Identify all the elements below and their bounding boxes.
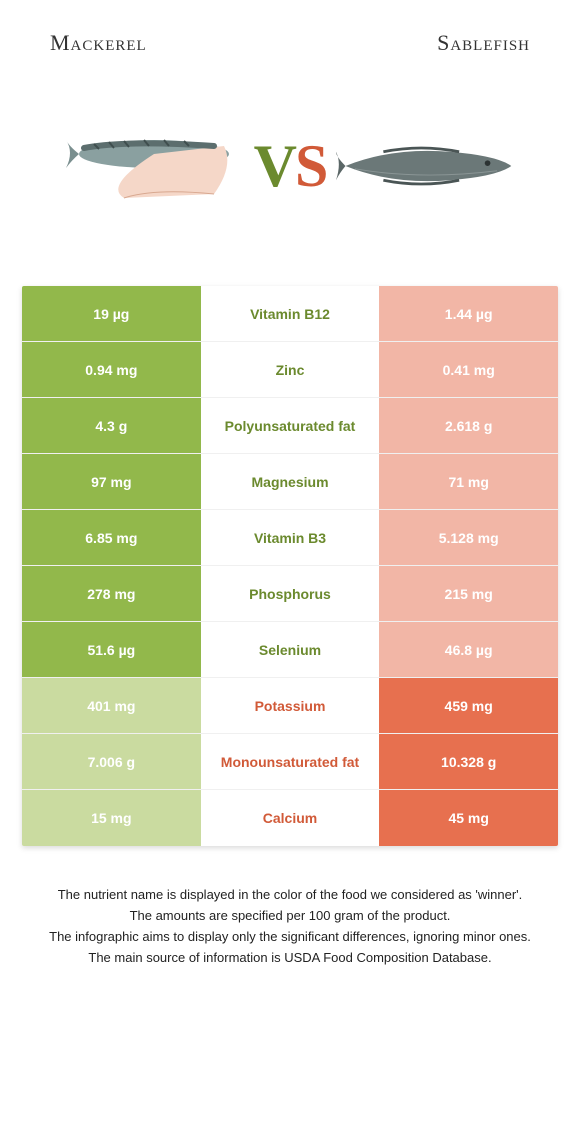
nutrient-label: Selenium: [201, 622, 380, 677]
value-left: 278 mg: [22, 566, 201, 621]
value-right: 71 mg: [379, 454, 558, 509]
value-right: 215 mg: [379, 566, 558, 621]
footnote-line: The amounts are specified per 100 gram o…: [30, 907, 550, 926]
title-left: Mackerel: [50, 30, 147, 56]
footnote-line: The main source of information is USDA F…: [30, 949, 550, 968]
comparison-table: 19 µgVitamin B121.44 µg0.94 mgZinc0.41 m…: [22, 286, 558, 846]
footnote-line: The infographic aims to display only the…: [30, 928, 550, 947]
nutrient-label: Phosphorus: [201, 566, 380, 621]
value-left: 7.006 g: [22, 734, 201, 789]
sablefish-image: [336, 116, 516, 216]
value-left: 0.94 mg: [22, 342, 201, 397]
nutrient-label: Magnesium: [201, 454, 380, 509]
footnotes: The nutrient name is displayed in the co…: [30, 886, 550, 967]
nutrient-label: Monounsaturated fat: [201, 734, 380, 789]
table-row: 97 mgMagnesium71 mg: [22, 454, 558, 510]
table-row: 0.94 mgZinc0.41 mg: [22, 342, 558, 398]
header: Mackerel Sablefish: [0, 0, 580, 66]
nutrient-label: Potassium: [201, 678, 380, 733]
nutrient-label: Vitamin B12: [201, 286, 380, 341]
value-right: 45 mg: [379, 790, 558, 846]
table-row: 19 µgVitamin B121.44 µg: [22, 286, 558, 342]
nutrient-label: Polyunsaturated fat: [201, 398, 380, 453]
table-row: 401 mgPotassium459 mg: [22, 678, 558, 734]
value-left: 6.85 mg: [22, 510, 201, 565]
vs-v: V: [254, 133, 295, 199]
table-row: 51.6 µgSelenium46.8 µg: [22, 622, 558, 678]
value-left: 97 mg: [22, 454, 201, 509]
value-right: 2.618 g: [379, 398, 558, 453]
footnote-line: The nutrient name is displayed in the co…: [30, 886, 550, 905]
nutrient-label: Zinc: [201, 342, 380, 397]
mackerel-image: [64, 116, 244, 216]
table-row: 15 mgCalcium45 mg: [22, 790, 558, 846]
nutrient-label: Calcium: [201, 790, 380, 846]
sablefish-icon: [336, 141, 516, 191]
table-row: 4.3 gPolyunsaturated fat2.618 g: [22, 398, 558, 454]
value-right: 0.41 mg: [379, 342, 558, 397]
table-row: 6.85 mgVitamin B35.128 mg: [22, 510, 558, 566]
title-right: Sablefish: [437, 30, 530, 56]
value-left: 51.6 µg: [22, 622, 201, 677]
value-right: 46.8 µg: [379, 622, 558, 677]
vs-s: S: [295, 133, 326, 199]
value-right: 5.128 mg: [379, 510, 558, 565]
vs-row: VS: [0, 66, 580, 266]
vs-label: VS: [254, 132, 327, 201]
value-right: 1.44 µg: [379, 286, 558, 341]
table-row: 278 mgPhosphorus215 mg: [22, 566, 558, 622]
value-left: 15 mg: [22, 790, 201, 846]
nutrient-label: Vitamin B3: [201, 510, 380, 565]
value-right: 10.328 g: [379, 734, 558, 789]
table-row: 7.006 gMonounsaturated fat10.328 g: [22, 734, 558, 790]
mackerel-icon: [64, 126, 244, 206]
value-right: 459 mg: [379, 678, 558, 733]
value-left: 4.3 g: [22, 398, 201, 453]
value-left: 401 mg: [22, 678, 201, 733]
value-left: 19 µg: [22, 286, 201, 341]
